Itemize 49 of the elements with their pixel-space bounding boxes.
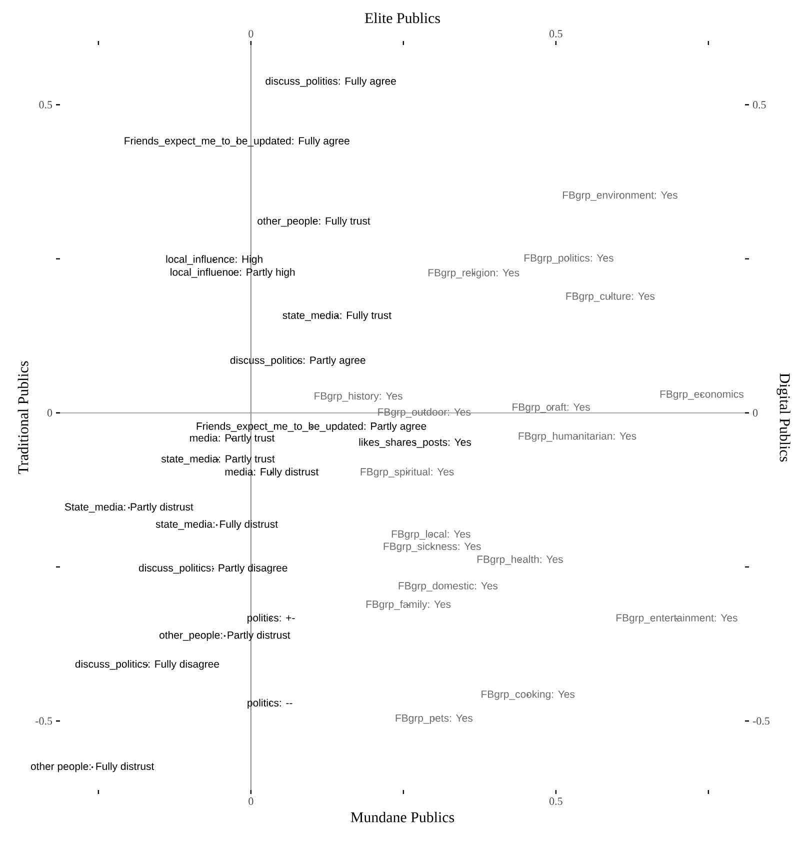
data-label: FBgrp_culture: Yes (566, 292, 655, 302)
data-label: FBgrp_domestic: Yes (398, 582, 498, 592)
y-axis-title: Traditional Publics (18, 361, 28, 474)
data-label: politics: -- (248, 698, 292, 709)
data-label: FBgrp_history: Yes (314, 392, 402, 402)
data-label: FBgrp_spiritual: Yes (360, 468, 454, 478)
data-label: local_influence: Partly high (170, 268, 295, 278)
y-tick-label: -0.5 (36, 717, 52, 725)
data-label: state_media: Fully distrust (156, 520, 278, 530)
data-label: Friends_expect_me_to_be_updated: Fully agree (124, 136, 350, 147)
data-label: FBgrp_cooking: Yes (482, 690, 575, 700)
data-label: FBgrp_environment: Yes (562, 191, 678, 201)
data-label: FBgrp_economics (660, 390, 744, 400)
data-label: other people: Fully distrust (30, 762, 154, 772)
data-label: FBgrp_health: Yes (477, 555, 563, 566)
data-label: State_media: Partly distrust (64, 502, 194, 513)
y-tick-label: 0 (47, 409, 52, 417)
y2-tick-label: 0 (752, 409, 758, 417)
data-label: FBgrp_craft: Yes (512, 403, 590, 413)
data-label: discuss_politics: Partly agree (230, 356, 366, 366)
data-label: FBgrp_religion: Yes (428, 268, 520, 278)
data-label: FBgrp_sickness: Yes (384, 542, 481, 552)
data-label: FBgrp_entertainment: Yes (616, 614, 738, 624)
x2-tick-label: 0.5 (549, 30, 562, 38)
data-label: other_people: Fully trust (258, 216, 370, 227)
data-label: FBgrp_family: Yes (366, 600, 451, 610)
y-tick-label: 0.5 (39, 101, 52, 108)
data-label: discuss_politics: Partly disagree (138, 564, 288, 574)
data-label: FBgrp_politics: Yes (524, 254, 614, 264)
x2-tick-label: 0 (248, 30, 254, 38)
data-label: state_media: Fully trust (282, 311, 392, 321)
data-label: local_influence: High (166, 255, 262, 265)
data-label: FBgrp_pets: Yes (396, 714, 472, 724)
data-label: discuss_politics: Fully disagree (75, 660, 220, 670)
data-label: FBgrp_local: Yes (392, 530, 470, 540)
data-label: Friends_expect_me_to_be_updated: Partly agree (196, 422, 426, 432)
x2-axis-title: Elite Publics (364, 12, 440, 24)
data-label: media: Fully distrust (225, 468, 319, 478)
data-label: other_people: Partly distrust (160, 631, 290, 641)
data-label: discuss_politics: Fully agree (266, 77, 396, 87)
y2-axis-title: Digital Publics (776, 373, 790, 462)
data-label: state_media: Partly trust (161, 454, 275, 465)
data-label: likes_shares_posts: Yes (359, 438, 472, 448)
y2-tick-label: 0.5 (752, 101, 766, 108)
data-label: politics: +- (248, 614, 295, 624)
data-label: media: Partly trust (190, 434, 275, 444)
data-label: FBgrp_humanitarian: Yes (518, 432, 636, 442)
y2-tick-label: -0.5 (752, 717, 770, 725)
x-axis-title: Mundane Publics (350, 812, 454, 822)
